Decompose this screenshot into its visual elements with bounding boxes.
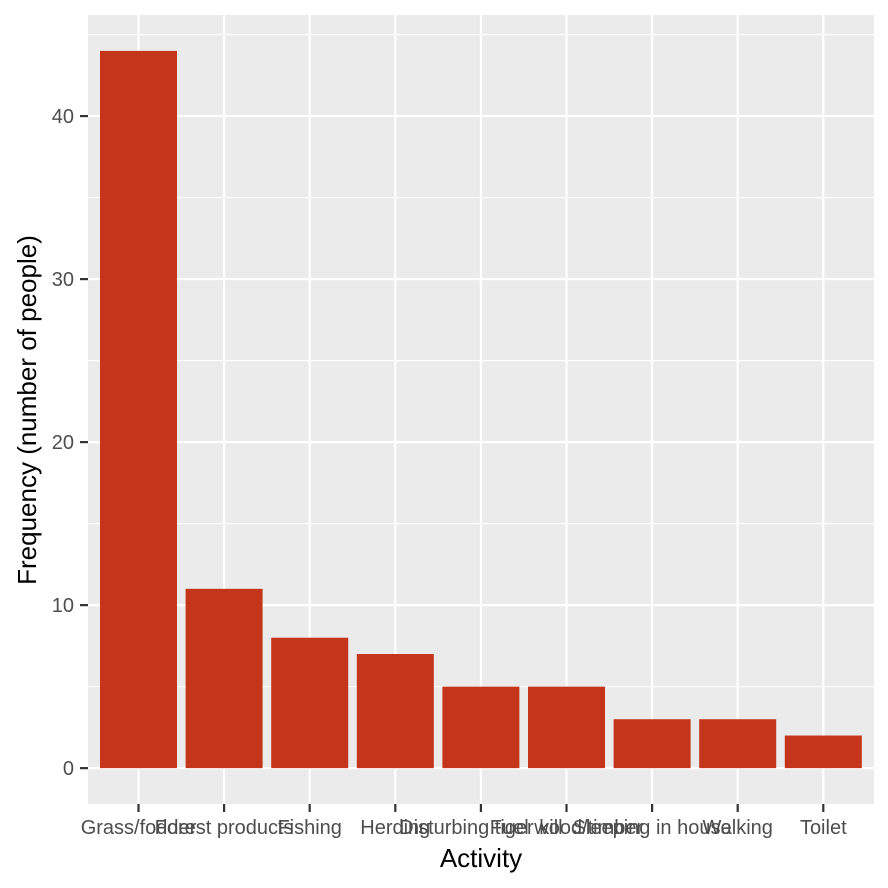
bars xyxy=(100,50,862,769)
y-tick-label: 40 xyxy=(52,106,74,128)
y-tick-label: 30 xyxy=(52,269,74,291)
x-tick-label: Forest products xyxy=(155,817,294,839)
bar xyxy=(271,637,349,769)
x-tick-label: Fuel wood/timber xyxy=(490,817,644,839)
bar xyxy=(356,654,434,769)
x-axis-title: Activity xyxy=(440,843,522,873)
x-tick-label: Walking xyxy=(703,817,773,839)
y-tick-label: 0 xyxy=(63,758,74,780)
bar xyxy=(185,588,263,769)
bar xyxy=(784,735,862,769)
x-tick-label: Herding xyxy=(360,817,430,839)
y-tick-label: 20 xyxy=(52,432,74,454)
bar xyxy=(442,686,520,769)
y-axis-title: Frequency (number of people) xyxy=(12,235,42,585)
bar xyxy=(699,719,777,769)
bar xyxy=(100,50,177,769)
x-tick-label: Disturbing tiger kill xyxy=(399,817,562,839)
x-tick-label: Fishing xyxy=(277,817,341,839)
y-tick-label: 10 xyxy=(52,595,74,617)
y-axis: 0 10 20 30 40 xyxy=(52,106,88,780)
x-tick-label: Sleeping in house xyxy=(573,817,732,839)
x-tick-label: Toilet xyxy=(800,817,847,839)
x-tick-label: Grass/fodder xyxy=(81,817,197,839)
bar xyxy=(528,686,605,769)
bar xyxy=(613,719,691,769)
